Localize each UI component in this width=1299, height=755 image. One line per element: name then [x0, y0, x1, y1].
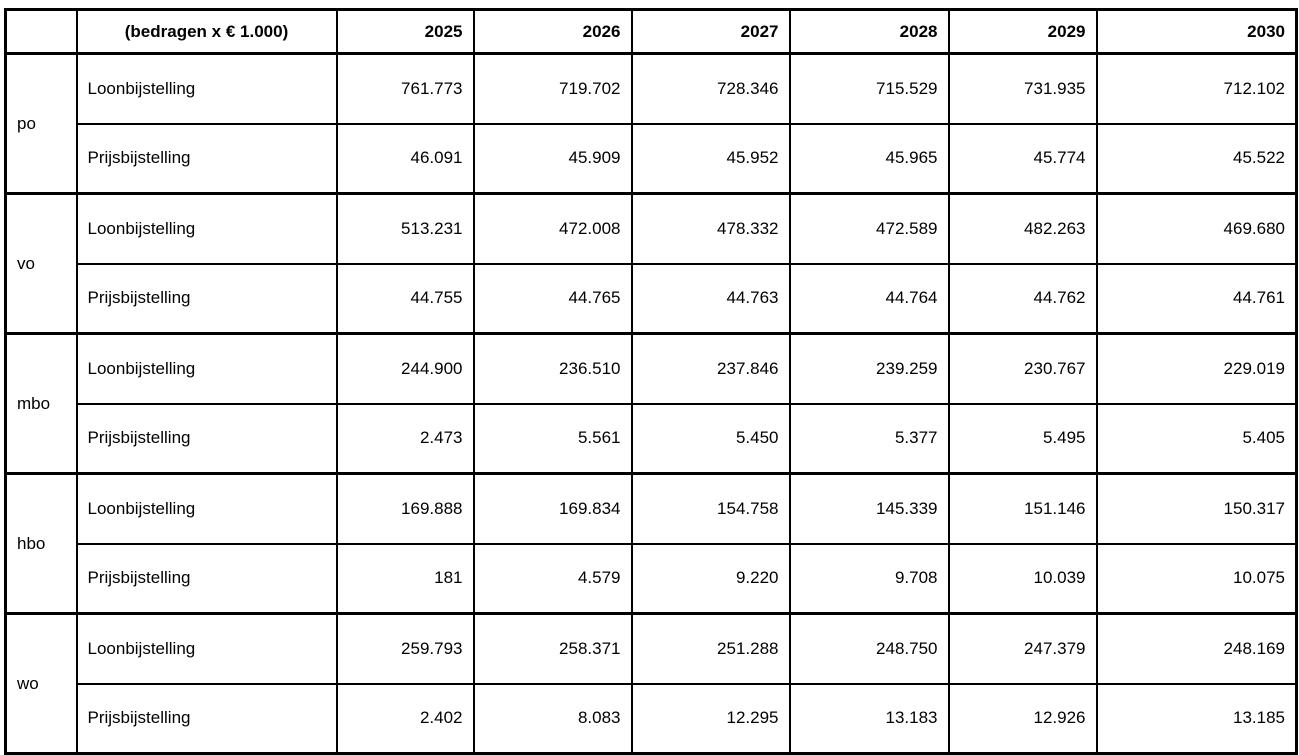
row-label: Prijsbijstelling: [75, 682, 338, 755]
value-cell: 45.774: [947, 122, 1098, 195]
value-cell: 8.083: [472, 682, 633, 755]
value-cell: 13.185: [1095, 682, 1298, 755]
table-row-mbo-loon: mbo Loonbijstelling 244.900 236.510 237.…: [4, 332, 1298, 475]
value-cell: 45.909: [472, 122, 633, 195]
row-label: Prijsbijstelling: [75, 122, 338, 195]
value-cell: 44.762: [947, 262, 1098, 335]
value-cell: 45.952: [630, 122, 791, 195]
value-cell: 5.450: [630, 402, 791, 475]
row-label: Prijsbijstelling: [75, 542, 338, 615]
value-cell: 712.102: [1095, 52, 1298, 125]
group-label-hbo: hbo: [4, 472, 78, 615]
value-cell: 10.039: [947, 542, 1098, 615]
value-cell: 5.561: [472, 402, 633, 475]
value-cell: 9.220: [630, 542, 791, 615]
table-row-mbo-prijs: Prijsbijstelling 2.473 5.561 5.450 5.377…: [6, 402, 1298, 475]
value-cell: 715.529: [788, 52, 950, 125]
value-cell: 239.259: [788, 332, 950, 405]
row-label: Loonbijstelling: [75, 472, 338, 545]
value-cell: 154.758: [630, 472, 791, 545]
value-cell: 247.379: [947, 612, 1098, 685]
value-cell: 472.008: [472, 192, 633, 265]
value-cell: 145.339: [788, 472, 950, 545]
value-cell: 9.708: [788, 542, 950, 615]
table-row-vo-prijs: Prijsbijstelling 44.755 44.765 44.763 44…: [6, 262, 1298, 335]
value-cell: 731.935: [947, 52, 1098, 125]
value-cell: 5.377: [788, 402, 950, 475]
value-cell: 5.495: [947, 402, 1098, 475]
value-cell: 248.169: [1095, 612, 1298, 685]
row-label: Prijsbijstelling: [75, 262, 338, 335]
year-header-2027: 2027: [630, 8, 791, 55]
value-cell: 728.346: [630, 52, 791, 125]
budget-adjustments-table: (bedragen x € 1.000) 2025 2026 2027 2028…: [4, 8, 1298, 755]
value-cell: 229.019: [1095, 332, 1298, 405]
value-cell: 469.680: [1095, 192, 1298, 265]
value-cell: 181: [335, 542, 475, 615]
value-cell: 482.263: [947, 192, 1098, 265]
unit-header: (bedragen x € 1.000): [75, 8, 338, 55]
table-row-hbo-prijs: Prijsbijstelling 181 4.579 9.220 9.708 1…: [6, 542, 1298, 615]
group-label-mbo: mbo: [4, 332, 78, 475]
value-cell: 150.317: [1095, 472, 1298, 545]
value-cell: 251.288: [630, 612, 791, 685]
table-header-row: (bedragen x € 1.000) 2025 2026 2027 2028…: [4, 8, 1298, 55]
value-cell: 478.332: [630, 192, 791, 265]
value-cell: 45.522: [1095, 122, 1298, 195]
year-header-2028: 2028: [788, 8, 950, 55]
value-cell: 259.793: [335, 612, 475, 685]
corner-cell: [4, 8, 78, 55]
row-label: Prijsbijstelling: [75, 402, 338, 475]
value-cell: 45.965: [788, 122, 950, 195]
value-cell: 472.589: [788, 192, 950, 265]
value-cell: 44.765: [472, 262, 633, 335]
value-cell: 13.183: [788, 682, 950, 755]
value-cell: 248.750: [788, 612, 950, 685]
group-label-vo: vo: [4, 192, 78, 335]
value-cell: 719.702: [472, 52, 633, 125]
group-label-wo: wo: [4, 612, 78, 755]
year-header-2025: 2025: [335, 8, 475, 55]
value-cell: 46.091: [335, 122, 475, 195]
value-cell: 44.763: [630, 262, 791, 335]
value-cell: 169.834: [472, 472, 633, 545]
value-cell: 10.075: [1095, 542, 1298, 615]
value-cell: 258.371: [472, 612, 633, 685]
value-cell: 237.846: [630, 332, 791, 405]
table-row-wo-prijs: Prijsbijstelling 2.402 8.083 12.295 13.1…: [6, 682, 1298, 755]
value-cell: 236.510: [472, 332, 633, 405]
table-row-vo-loon: vo Loonbijstelling 513.231 472.008 478.3…: [4, 192, 1298, 335]
value-cell: 12.926: [947, 682, 1098, 755]
row-label: Loonbijstelling: [75, 192, 338, 265]
table-row-wo-loon: wo Loonbijstelling 259.793 258.371 251.2…: [4, 612, 1298, 755]
year-header-2030: 2030: [1095, 8, 1298, 55]
value-cell: 44.764: [788, 262, 950, 335]
table-row-hbo-loon: hbo Loonbijstelling 169.888 169.834 154.…: [4, 472, 1298, 615]
value-cell: 4.579: [472, 542, 633, 615]
value-cell: 151.146: [947, 472, 1098, 545]
row-label: Loonbijstelling: [75, 332, 338, 405]
value-cell: 230.767: [947, 332, 1098, 405]
value-cell: 5.405: [1095, 402, 1298, 475]
value-cell: 244.900: [335, 332, 475, 405]
value-cell: 2.473: [335, 402, 475, 475]
value-cell: 761.773: [335, 52, 475, 125]
value-cell: 169.888: [335, 472, 475, 545]
value-cell: 44.761: [1095, 262, 1298, 335]
year-header-2029: 2029: [947, 8, 1098, 55]
value-cell: 513.231: [335, 192, 475, 265]
year-header-2026: 2026: [472, 8, 633, 55]
value-cell: 2.402: [335, 682, 475, 755]
table-row-po-loon: po Loonbijstelling 761.773 719.702 728.3…: [4, 52, 1298, 195]
value-cell: 44.755: [335, 262, 475, 335]
value-cell: 12.295: [630, 682, 791, 755]
row-label: Loonbijstelling: [75, 612, 338, 685]
row-label: Loonbijstelling: [75, 52, 338, 125]
table-row-po-prijs: Prijsbijstelling 46.091 45.909 45.952 45…: [6, 122, 1298, 195]
group-label-po: po: [4, 52, 78, 195]
